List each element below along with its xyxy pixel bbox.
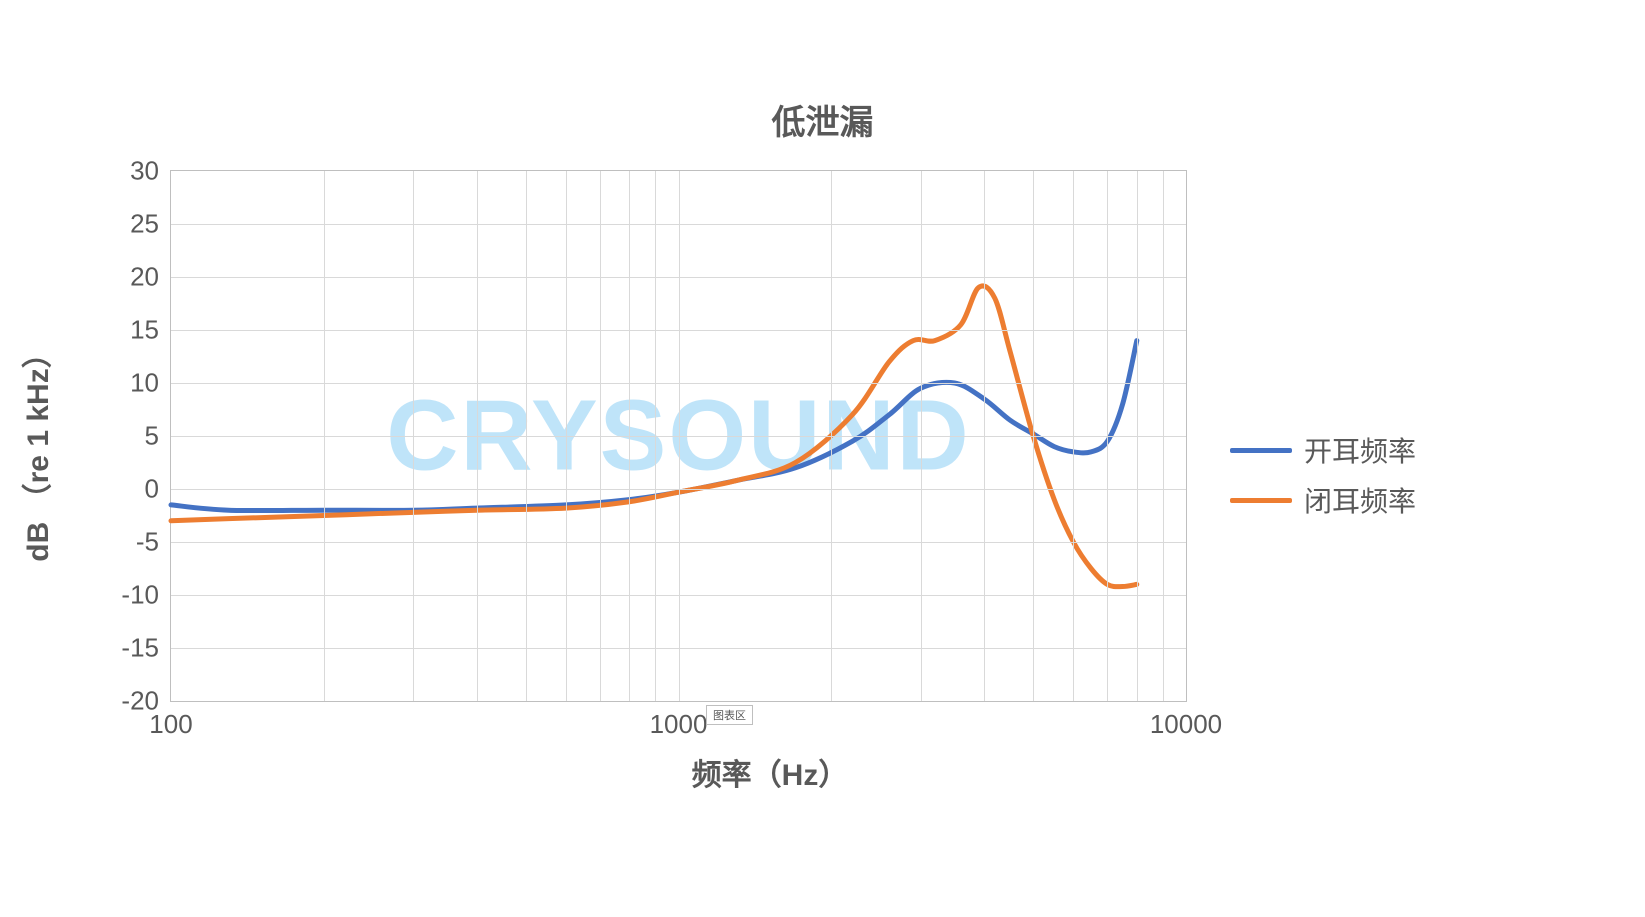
- legend-swatch: [1230, 448, 1292, 453]
- gridline-vertical: [477, 171, 478, 701]
- x-tick-label: 100: [149, 701, 192, 740]
- gridline-vertical: [984, 171, 985, 701]
- gridline-vertical: [526, 171, 527, 701]
- y-tick-label: -5: [136, 527, 171, 558]
- gridline-vertical: [324, 171, 325, 701]
- y-axis-label: dB （re 1 kHz）: [13, 338, 57, 561]
- gridline-vertical: [413, 171, 414, 701]
- legend: 开耳频率闭耳频率: [1230, 420, 1416, 530]
- gridline-vertical: [1073, 171, 1074, 701]
- gridline-vertical: [566, 171, 567, 701]
- y-tick-label: 15: [130, 315, 171, 346]
- chart-title: 低泄漏: [0, 95, 1645, 144]
- legend-label: 开耳频率: [1304, 430, 1416, 470]
- x-tick-label: 10000: [1150, 701, 1222, 740]
- gridline-vertical: [629, 171, 630, 701]
- gridline-vertical-major: [679, 171, 680, 701]
- y-tick-label: -10: [121, 580, 171, 611]
- legend-swatch: [1230, 498, 1292, 503]
- gridline-vertical: [600, 171, 601, 701]
- gridline-vertical: [1107, 171, 1108, 701]
- y-tick-label: 0: [145, 474, 171, 505]
- y-tick-label: 25: [130, 209, 171, 240]
- gridline-vertical: [1033, 171, 1034, 701]
- x-tick-label: 1000: [650, 701, 708, 740]
- gridline-vertical: [1163, 171, 1164, 701]
- gridline-vertical: [921, 171, 922, 701]
- legend-item[interactable]: 闭耳频率: [1230, 480, 1416, 520]
- gridline-vertical: [655, 171, 656, 701]
- plot-area-tooltip: 图表区: [706, 705, 753, 725]
- y-tick-label: 5: [145, 421, 171, 452]
- series-line-0: [171, 341, 1137, 511]
- y-tick-label: 10: [130, 368, 171, 399]
- y-tick-label: 30: [130, 156, 171, 187]
- gridline-vertical: [831, 171, 832, 701]
- chart-container: 低泄漏 dB （re 1 kHz） CRYSOUND -20-15-10-505…: [0, 0, 1645, 917]
- y-tick-label: -15: [121, 633, 171, 664]
- legend-label: 闭耳频率: [1304, 480, 1416, 520]
- x-axis-label: 频率（Hz）: [170, 750, 1370, 794]
- y-tick-label: 20: [130, 262, 171, 293]
- gridline-vertical: [1137, 171, 1138, 701]
- plot-area: CRYSOUND -20-15-10-505101520253010010001…: [170, 170, 1187, 702]
- legend-item[interactable]: 开耳频率: [1230, 430, 1416, 470]
